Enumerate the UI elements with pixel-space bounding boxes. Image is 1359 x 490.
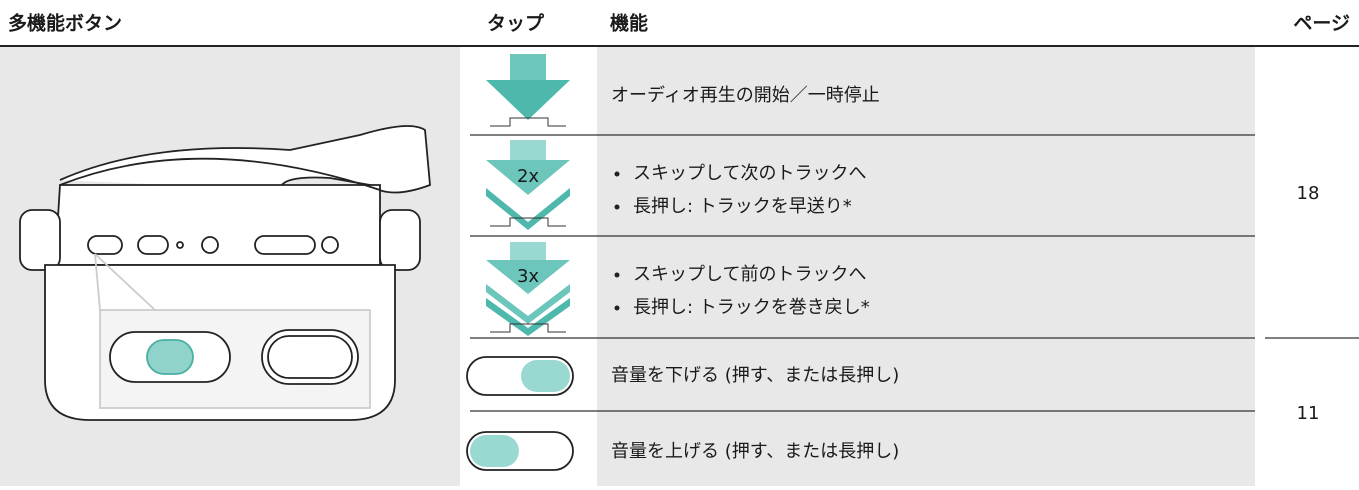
volume-up-icon: [466, 431, 574, 471]
bullet: [614, 305, 620, 311]
function-text: オーディオ再生の開始／一時停止: [611, 85, 880, 106]
page-number: 11: [1297, 403, 1320, 424]
tap-icon-single: [486, 54, 570, 127]
bullet: [614, 272, 620, 278]
tap-icon-double: 2x: [486, 140, 570, 230]
volume-down-icon: [466, 356, 574, 396]
bullet: [614, 204, 620, 210]
function-text: スキップして前のトラックへ: [633, 264, 866, 285]
tap-icon-triple: 3x: [486, 242, 570, 336]
function-text: スキップして次のトラックへ: [633, 163, 866, 184]
function-text: 長押し: トラックを早送り*: [633, 196, 852, 217]
function-text: 音量を下げる (押す、または長押し): [611, 365, 899, 386]
tap-count: 2x: [517, 166, 539, 187]
col-header: ページ: [1293, 13, 1350, 35]
bullet: [614, 171, 620, 177]
function-text: 音量を上げる (押す、または長押し): [611, 441, 899, 462]
page-number: 18: [1297, 183, 1320, 204]
function-text: 長押し: トラックを巻き戻し*: [633, 297, 870, 318]
col-header: タップ: [487, 12, 545, 35]
col-header: 機能: [610, 12, 648, 35]
row-rules: [470, 134, 1359, 412]
col-header: 多機能ボタン: [8, 12, 122, 35]
headset-illustration: [19, 125, 431, 421]
tap-count: 3x: [517, 266, 539, 287]
function-cell: [597, 47, 1255, 486]
